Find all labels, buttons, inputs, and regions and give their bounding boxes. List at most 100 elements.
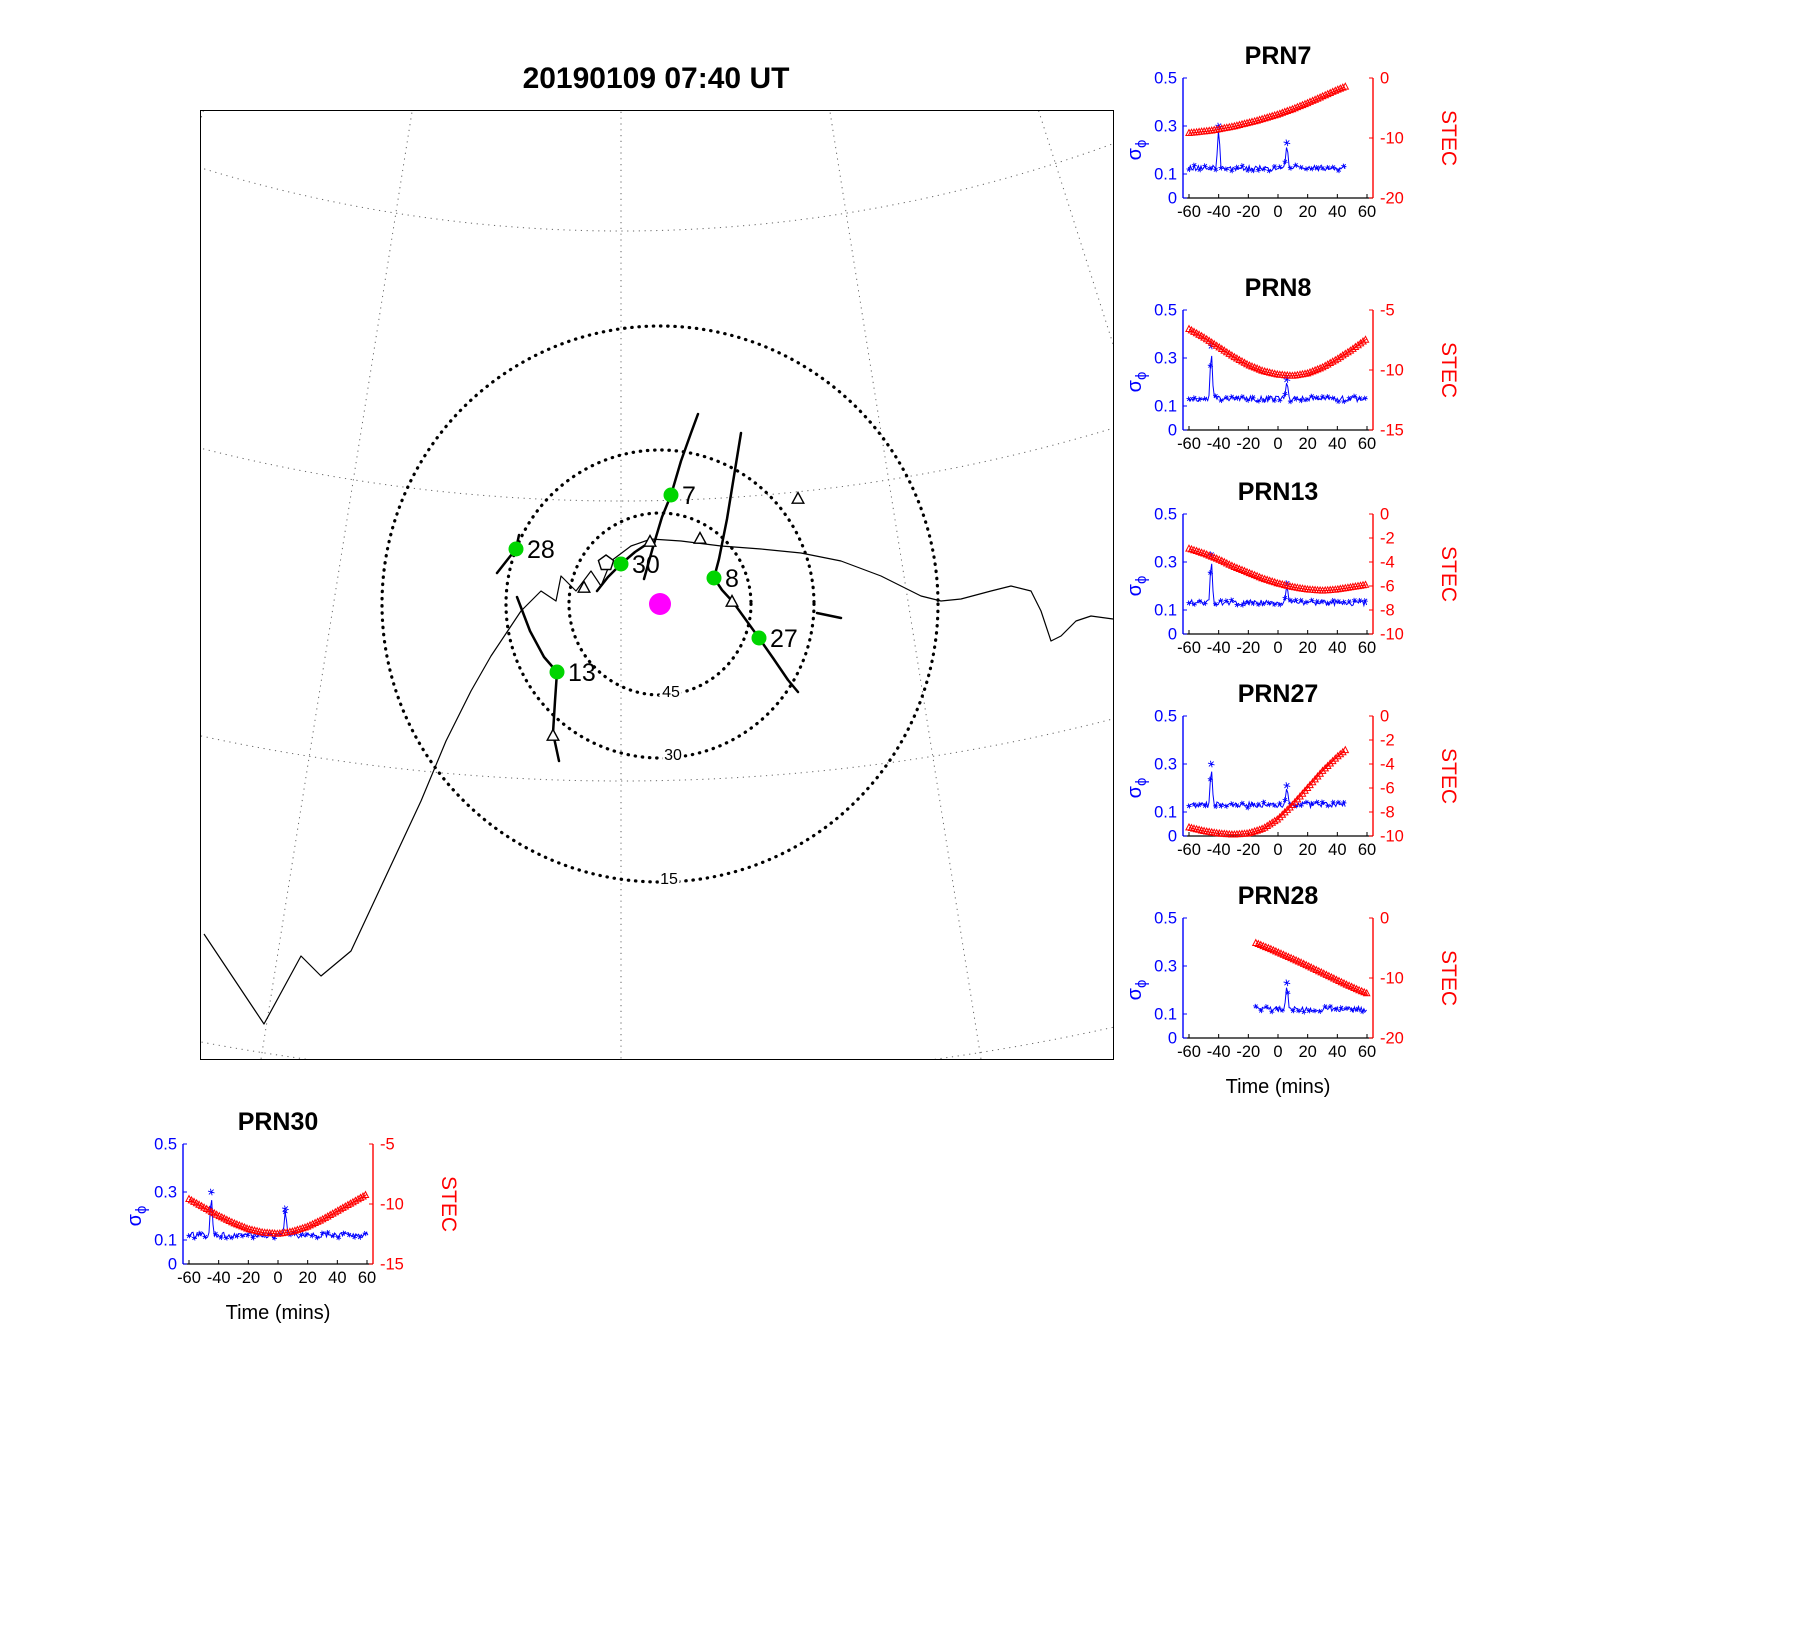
sigma-phi-line (1188, 131, 1346, 173)
subplot-svg-prn7: PRN7 -60 -40 -20 0 20 40 60 0 0.1 0.3 0.5 0 -10 -20 σϕ S… (1124, 42, 1460, 221)
right-tick-label: -2 (1380, 732, 1395, 750)
satellite-label-prn7: 7 (682, 482, 696, 510)
satellite-dot-prn27 (751, 630, 767, 646)
satellite-dot-prn13 (549, 664, 565, 680)
left-tick-label: 0.3 (1154, 350, 1177, 368)
left-tick-label: 0.3 (154, 1184, 177, 1202)
elevation-ring-label: 15 (660, 871, 678, 888)
subplot-title: PRN7 (1245, 44, 1312, 70)
subplot-prn7: PRN7 -60 -40 -20 0 20 40 60 0 0.1 0.3 0.5 0 -10 -20 σϕ S… (1121, 42, 1460, 264)
satellite-dot-prn30 (613, 556, 629, 572)
right-tick-label: -10 (1380, 130, 1404, 148)
x-tick-label: -60 (1177, 435, 1201, 453)
track-triangle-marker (546, 728, 560, 741)
elevation-ring-15 (380, 324, 940, 884)
stec-triangle-markers (1185, 82, 1350, 136)
sigma-phi-star-markers (1186, 122, 1347, 174)
right-tick-label: -2 (1380, 530, 1395, 548)
graticule-meridian (260, 111, 413, 1059)
x-tick-label: 40 (1328, 1043, 1346, 1061)
x-tick-label: -40 (1207, 435, 1231, 453)
right-tick-label: -5 (1380, 302, 1395, 320)
left-axis-label-sigma-phi: σϕ (1124, 372, 1150, 393)
left-axis-label-sigma-phi: σϕ (124, 1206, 150, 1227)
stec-triangle-markers (185, 1190, 370, 1237)
station-marker (649, 593, 671, 615)
stec-line (1188, 86, 1345, 134)
graticule-parallel (201, 427, 1113, 501)
right-tick-label: -8 (1380, 602, 1395, 620)
track-triangle-marker (693, 531, 707, 544)
x-tick-label: -60 (1177, 841, 1201, 859)
left-axis-label-sigma-phi: σϕ (1124, 778, 1150, 799)
x-tick-label: 20 (1298, 841, 1316, 859)
right-tick-label: -10 (1380, 970, 1404, 988)
right-tick-label: -6 (1380, 578, 1395, 596)
right-tick-label: -5 (380, 1136, 395, 1154)
x-tick-label: 40 (1328, 435, 1346, 453)
right-tick-label: -8 (1380, 804, 1395, 822)
sigma-phi-star-markers (1186, 760, 1347, 811)
x-tick-label: -20 (1236, 203, 1260, 221)
right-tick-label: -20 (1380, 190, 1404, 208)
left-tick-label: 0 (168, 1256, 177, 1274)
graticule-parallel (201, 717, 1113, 781)
sigma-phi-line (1188, 355, 1367, 404)
x-tick-label: 60 (1358, 1043, 1376, 1061)
x-tick-label: 40 (1328, 639, 1346, 657)
sigma-phi-line (1255, 987, 1367, 1014)
x-tick-label: -20 (1236, 435, 1260, 453)
track-triangle-marker (725, 594, 739, 607)
left-tick-label: 0.1 (154, 1232, 177, 1250)
x-tick-label: 40 (328, 1269, 346, 1287)
right-tick-label: -15 (1380, 422, 1404, 440)
satellite-label-prn13: 13 (568, 659, 596, 687)
subplot-svg-prn27: PRN27 -60 -40 -20 0 20 40 60 0 0.1 0.3 0.5 0 -2 -4 -6 -8… (1124, 680, 1460, 859)
right-tick-label: -10 (1380, 626, 1404, 644)
left-tick-label: 0 (1168, 1030, 1177, 1048)
left-tick-label: 0 (1168, 422, 1177, 440)
satellite-dot-prn28 (508, 541, 524, 557)
satellite-track (712, 431, 800, 694)
right-tick-label: 0 (1380, 506, 1389, 524)
track-triangle-marker (577, 580, 591, 593)
right-axis-label-stec: STEC (1437, 342, 1457, 398)
graticule-meridian (621, 110, 1114, 1059)
x-tick-label: 0 (1273, 203, 1282, 221)
right-axis-label-stec: STEC (1437, 950, 1457, 1006)
satellite-dot-prn7 (663, 487, 679, 503)
right-axis-label-stec: STEC (1437, 110, 1457, 166)
subplot-prn28: PRN28 -60 -40 -20 0 20 40 60 0 0.1 0.3 0.5 0 -10 -20 σϕ… (1121, 882, 1460, 1104)
x-tick-label: 60 (1358, 435, 1376, 453)
right-tick-label: 0 (1380, 910, 1389, 928)
left-tick-label: 0.3 (1154, 958, 1177, 976)
x-tick-label: -40 (1207, 639, 1231, 657)
x-tick-label: 20 (1298, 639, 1316, 657)
stec-triangle-markers (1185, 324, 1370, 379)
graticule-meridian (201, 111, 204, 120)
left-tick-label: 0.1 (1154, 166, 1177, 184)
x-tick-label: 20 (1298, 203, 1316, 221)
graticule-parallel (201, 142, 1113, 232)
x-tick-label: -40 (1207, 841, 1231, 859)
subplot-title: PRN13 (1238, 480, 1319, 506)
right-tick-label: -15 (380, 1256, 404, 1274)
elevation-ring-30 (504, 448, 816, 760)
graticule-meridian (200, 110, 621, 1059)
x-tick-label: 60 (358, 1269, 376, 1287)
left-tick-label: 0 (1168, 190, 1177, 208)
right-axis-label-stec: STEC (1437, 748, 1457, 804)
x-tick-label: -20 (1236, 1043, 1260, 1061)
satellite-track (815, 611, 843, 620)
right-tick-label: -10 (1380, 828, 1404, 846)
left-tick-label: 0.1 (1154, 804, 1177, 822)
right-axis-label-stec: STEC (1437, 546, 1457, 602)
graticule-meridian (1038, 111, 1113, 346)
subplot-title: PRN28 (1238, 884, 1319, 910)
left-tick-label: 0.5 (154, 1136, 177, 1154)
left-tick-label: 0.5 (1154, 910, 1177, 928)
stec-triangle-markers (1185, 745, 1350, 838)
satellite-label-prn27: 27 (770, 625, 798, 653)
x-tick-label: 20 (298, 1269, 316, 1287)
